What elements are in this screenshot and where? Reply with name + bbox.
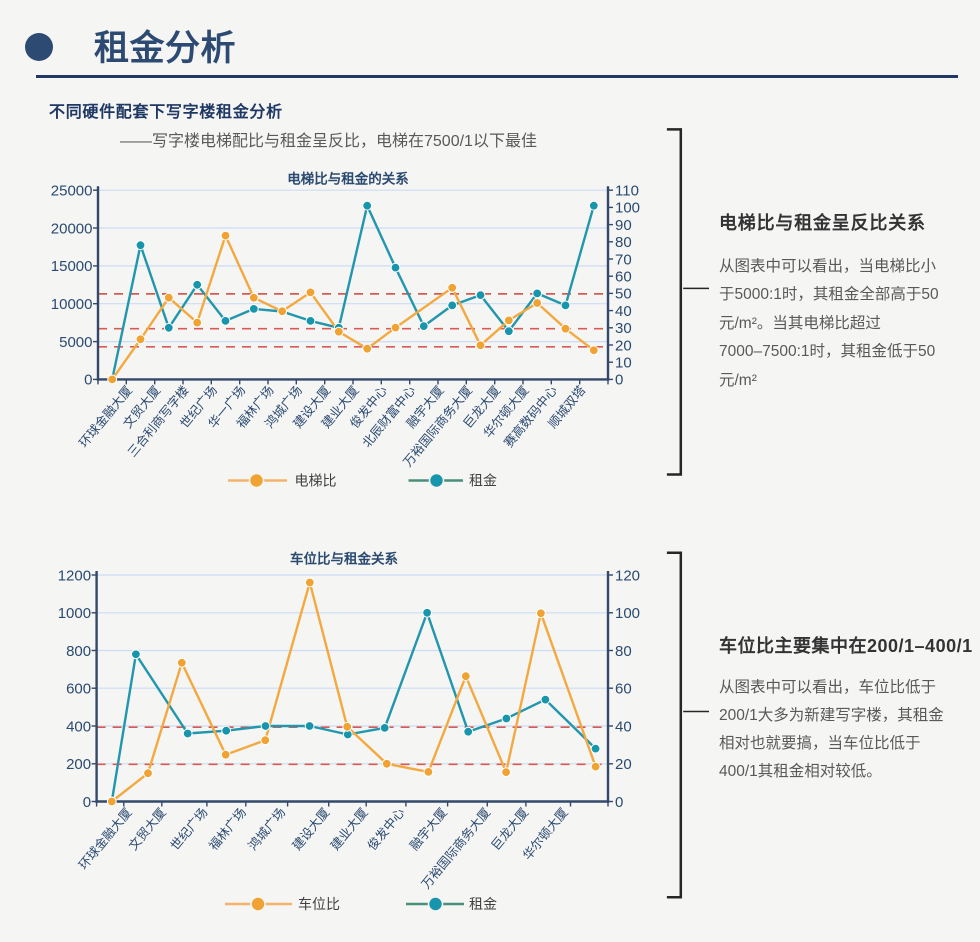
svg-text:俊发中心: 俊发中心 — [364, 804, 408, 853]
svg-text:鸿城广场: 鸿城广场 — [245, 805, 288, 853]
svg-text:巨龙大厦: 巨龙大厦 — [489, 806, 532, 853]
svg-text:1200: 1200 — [58, 567, 91, 584]
svg-text:文贸大厦: 文贸大厦 — [125, 805, 168, 853]
svg-text:120: 120 — [615, 567, 640, 584]
svg-text:建设大厦: 建设大厦 — [289, 805, 332, 853]
svg-text:80: 80 — [615, 234, 632, 251]
svg-text:60: 60 — [615, 681, 632, 698]
svg-text:5000: 5000 — [59, 334, 92, 351]
svg-text:建业大厦: 建业大厦 — [328, 806, 371, 853]
svg-text:70: 70 — [615, 251, 632, 268]
svg-text:100: 100 — [615, 605, 640, 622]
svg-text:世纪广场: 世纪广场 — [168, 806, 211, 853]
svg-text:环球金融大厦: 环球金融大厦 — [75, 805, 134, 872]
svg-text:80: 80 — [615, 643, 632, 660]
svg-text:50: 50 — [615, 286, 632, 303]
svg-text:1000: 1000 — [58, 605, 91, 622]
svg-text:0: 0 — [83, 794, 91, 811]
svg-text:10: 10 — [615, 355, 632, 372]
svg-text:福林广场: 福林广场 — [206, 805, 249, 853]
svg-text:90: 90 — [615, 217, 632, 234]
svg-text:600: 600 — [66, 681, 91, 698]
svg-text:100: 100 — [615, 200, 640, 217]
svg-text:0: 0 — [615, 794, 623, 811]
svg-text:租金: 租金 — [469, 896, 497, 912]
svg-text:30: 30 — [615, 320, 632, 337]
svg-text:20: 20 — [615, 756, 632, 773]
svg-text:0: 0 — [615, 372, 623, 389]
svg-text:电梯比与租金的关系: 电梯比与租金的关系 — [287, 171, 409, 187]
svg-text:10000: 10000 — [51, 296, 93, 313]
svg-text:租金: 租金 — [469, 473, 497, 489]
svg-text:15000: 15000 — [51, 258, 93, 275]
svg-text:20: 20 — [615, 337, 632, 354]
svg-text:800: 800 — [66, 643, 91, 660]
svg-text:400: 400 — [66, 718, 91, 735]
svg-text:电梯比: 电梯比 — [295, 473, 337, 489]
svg-text:20000: 20000 — [51, 220, 93, 237]
svg-text:车位比: 车位比 — [298, 896, 340, 912]
svg-text:40: 40 — [615, 303, 632, 320]
svg-text:200: 200 — [66, 756, 91, 773]
svg-text:25000: 25000 — [51, 183, 93, 200]
svg-text:0: 0 — [84, 372, 92, 389]
svg-text:40: 40 — [615, 718, 632, 735]
svg-text:车位比与租金关系: 车位比与租金关系 — [290, 551, 398, 567]
svg-text:融宇大厦: 融宇大厦 — [407, 805, 450, 853]
svg-text:110: 110 — [615, 183, 639, 200]
svg-text:60: 60 — [615, 269, 632, 286]
